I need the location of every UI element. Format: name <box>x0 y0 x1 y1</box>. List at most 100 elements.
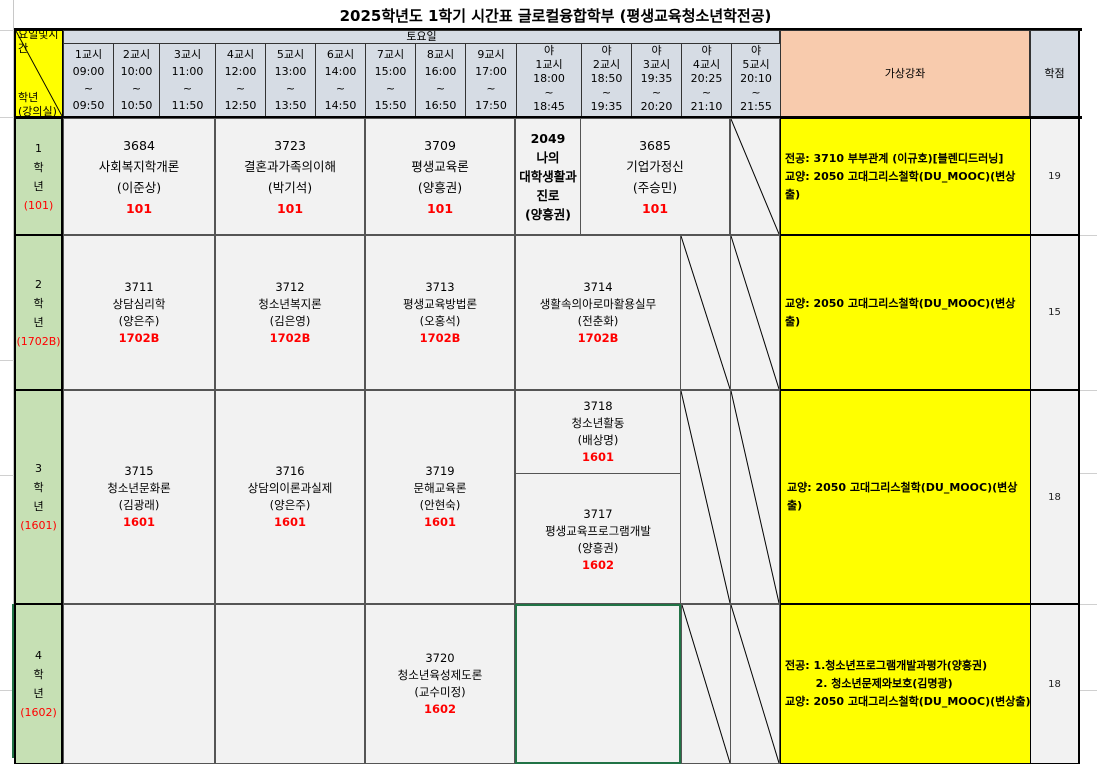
course-cell[interactable]: 3713 평생교육방법론 (오홍석) 1702B <box>365 235 515 390</box>
blocked-cell <box>730 604 780 764</box>
period-text: 5교시 <box>276 48 305 61</box>
course-cell[interactable]: 3717 평생교육프로그램개발 (양흥권) 1602 <box>515 473 681 604</box>
course-cell[interactable]: 3719 문해교육론 (안현숙) 1601 <box>365 390 515 604</box>
period-header: 야 5교시 20:10 ~21:55 <box>731 43 781 117</box>
period-text: ~ <box>751 86 761 99</box>
virtual-course-cell[interactable]: 전공: 3710 부부관계 (이규호)[블렌디드러닝] 교양: 2050 고대그리… <box>780 118 1031 235</box>
period-text: ~ <box>235 82 246 95</box>
period-text: 2교시 <box>122 48 151 61</box>
period-text: 야 4교시 <box>692 44 721 71</box>
gridline <box>1080 604 1097 605</box>
course-cell[interactable]: 3715 청소년문화론 (김광래) 1601 <box>63 390 215 604</box>
period-header: 8교시 16:00 ~16:50 <box>415 43 466 117</box>
period-text: 12:50 <box>224 99 257 112</box>
row-gutter <box>0 0 14 758</box>
period-text: ~ <box>385 82 396 95</box>
blocked-cell <box>680 235 731 390</box>
period-text: ~ <box>335 82 346 95</box>
blocked-cell <box>730 390 780 604</box>
period-header: 3교시 11:00 ~11:50 <box>159 43 216 117</box>
period-text: 10:50 <box>120 99 153 112</box>
virtual-course-cell[interactable]: 교양: 2050 고대그리스철학(DU_MOOC)(변상출) <box>780 235 1031 390</box>
period-header: 야 1교시 18:00 ~18:45 <box>516 43 582 117</box>
blocked-slash <box>682 605 730 763</box>
period-text: 15:00 <box>374 65 407 78</box>
selected-cell[interactable] <box>515 604 681 764</box>
virtual-header: 가상강좌 <box>780 30 1030 117</box>
period-text: 13:50 <box>274 99 307 112</box>
period-text: 17:00 <box>475 65 507 78</box>
credit-header: 학점 <box>1030 30 1080 117</box>
course-cell[interactable]: 3685 기업가정신 (주승민) 101 <box>580 118 730 235</box>
period-text: 20:25 <box>690 72 723 85</box>
divider <box>14 28 1082 31</box>
blocked-slash <box>731 605 779 763</box>
virtual-course-cell[interactable]: 교양: 2050 고대그리스철학(DU_MOOC)(변상출) <box>780 390 1031 604</box>
period-header: 1교시 09:00 ~09:50 <box>63 43 114 117</box>
course-cell[interactable]: 3723 결혼과가족의이해 (박기석) 101 <box>215 118 365 235</box>
period-text: ~ <box>651 86 662 99</box>
period-text: 9교시 <box>477 48 505 61</box>
period-text: 11:50 <box>171 99 204 112</box>
period-text: ~ <box>486 82 496 95</box>
selection-edge <box>12 604 14 758</box>
blocked-slash <box>681 236 730 389</box>
credit-cell: 15 <box>1030 235 1080 390</box>
period-text: 11:00 <box>171 65 204 78</box>
period-text: ~ <box>435 82 446 95</box>
credit-cell: 19 <box>1030 118 1080 235</box>
period-text: 8교시 <box>426 48 455 61</box>
period-text: 3교시 <box>173 48 202 61</box>
blocked-cell <box>681 604 731 764</box>
credit-cell: 18 <box>1030 390 1080 604</box>
gridline <box>1080 473 1097 474</box>
empty-cell[interactable] <box>63 604 215 764</box>
gridline <box>1080 690 1097 691</box>
empty-cell[interactable] <box>215 604 365 764</box>
period-text: 21:10 <box>690 100 723 113</box>
period-text: 09:50 <box>72 99 105 112</box>
period-text: 10:00 <box>120 65 153 78</box>
blocked-slash <box>681 391 730 603</box>
blocked-cell <box>680 390 731 604</box>
period-text: ~ <box>701 86 712 99</box>
period-text: ~ <box>131 82 142 95</box>
course-cell[interactable]: 3709 평생교육론 (양흥권) 101 <box>365 118 515 235</box>
period-text: 6교시 <box>326 48 355 61</box>
period-header: 6교시 14:00 ~14:50 <box>315 43 366 117</box>
period-text: 4교시 <box>226 48 255 61</box>
page-title: 2025학년도 1학기 시간표 글로컬융합학부 (평생교육청소년학전공) <box>339 6 772 25</box>
period-text: 12:00 <box>224 65 257 78</box>
period-text: 21:55 <box>740 100 772 113</box>
period-text: 09:00 <box>72 65 105 78</box>
period-header: 2교시 10:00 ~10:50 <box>113 43 160 117</box>
course-cell[interactable]: 3720 청소년육성제도론 (교수미정) 1602 <box>365 604 515 764</box>
period-text: 18:45 <box>533 100 565 113</box>
virtual-course-cell[interactable]: 전공: 1.청소년프로그램개발과평가(양흥권) 2. 청소년문제와보호(김명광)… <box>780 604 1031 764</box>
course-cell[interactable]: 3684 사회복지학개론 (이준상) 101 <box>63 118 215 235</box>
period-header: 9교시 17:00 ~17:50 <box>465 43 517 117</box>
gridline <box>0 690 14 691</box>
period-text: 20:20 <box>640 100 673 113</box>
course-cell[interactable]: 2049 나의 대학생활과 진로 (양흥권) <box>515 118 581 235</box>
corner-cell: 요일및시간 학년 (강의실) <box>14 30 63 117</box>
grade-4: 4 학 년 (1602) <box>14 604 63 764</box>
blocked-cell <box>730 235 780 390</box>
course-cell[interactable]: 3711 상담심리학 (양은주) 1702B <box>63 235 215 390</box>
period-text: 16:50 <box>424 99 457 112</box>
period-text: 야 3교시 <box>642 44 671 71</box>
blocked-cell <box>730 118 780 235</box>
period-text: 야 2교시 <box>592 44 621 71</box>
gridline <box>1080 235 1097 236</box>
course-cell[interactable]: 3716 상담의이론과실제 (양은주) 1601 <box>215 390 365 604</box>
period-text: ~ <box>83 82 94 95</box>
period-header: 5교시 13:00 ~13:50 <box>265 43 316 117</box>
period-text: 18:00 <box>533 72 565 85</box>
period-text: ~ <box>285 82 296 95</box>
course-cell[interactable]: 3712 청소년복지론 (김은영) 1702B <box>215 235 365 390</box>
period-header: 야 4교시 20:25 ~21:10 <box>681 43 732 117</box>
period-text: 14:00 <box>324 65 357 78</box>
course-cell[interactable]: 3714 생활속의아로마활용실무 (전춘화) 1702B <box>515 235 681 390</box>
course-cell[interactable]: 3718 청소년활동 (배상명) 1601 <box>515 390 681 474</box>
gridline <box>0 475 14 476</box>
